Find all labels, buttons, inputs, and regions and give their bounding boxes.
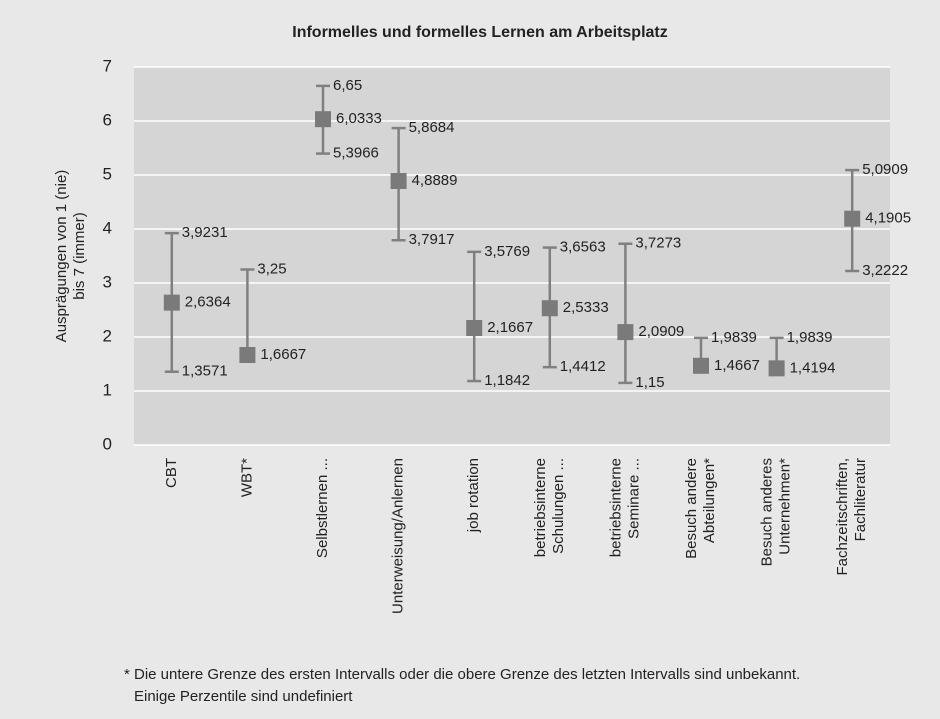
x-tick-label: Fachzeitschriften, Fachliteratur (834, 458, 869, 576)
high-label: 3,5769 (484, 243, 530, 260)
y-axis-label-line: Ausprägungen von 1 (nie) (53, 170, 70, 343)
marker (844, 210, 861, 227)
x-tick-label-line: Seminare ... (625, 458, 642, 539)
value-label: 2,0909 (638, 323, 684, 340)
high-label: 5,0909 (862, 161, 908, 178)
y-axis-label: Ausprägungen von 1 (nie) bis 7 (immer) (53, 170, 88, 343)
value-label: 4,1905 (865, 210, 911, 227)
x-tick-label: betriebsinterne Schulungen ... (532, 458, 567, 557)
marker (239, 346, 256, 363)
footnote: * Die untere Grenze des ersten Intervall… (124, 666, 800, 683)
value-label: 2,5333 (563, 299, 609, 316)
marker (768, 360, 785, 377)
low-label: 1,3571 (182, 363, 228, 380)
x-tick-label-line: Selbstlernen ... (314, 458, 331, 558)
x-tick-label-line: job rotation (465, 458, 482, 533)
y-tick-label: 0 (103, 434, 112, 453)
low-label: 3,7917 (409, 231, 455, 248)
high-label: 5,8684 (409, 119, 455, 136)
x-tick-label: Besuch anderes Unternehmen* (759, 458, 794, 567)
low-label: 1,1842 (484, 372, 530, 389)
value-label: 2,6364 (185, 294, 231, 311)
low-label: 3,2222 (862, 262, 908, 279)
x-tick-label-line: CBT (163, 458, 180, 488)
high-label: 3,9231 (182, 224, 228, 241)
low-label: 1,4412 (560, 358, 606, 375)
x-tick-label: betriebsinterne Seminare ... (607, 458, 642, 557)
x-tick-label: Unterweisung/Anlernen (390, 458, 407, 614)
x-tick-label: Besuch andere Abteilungen* (683, 458, 718, 559)
x-tick-label: WBT* (238, 458, 255, 497)
x-tick-label-line: Unternehmen* (777, 458, 794, 555)
low-label: 1,15 (635, 374, 664, 391)
x-tick-label-line: Abteilungen* (701, 458, 718, 543)
marker (693, 357, 709, 374)
value-label: 4,8889 (412, 172, 458, 189)
value-label: 1,6667 (260, 346, 306, 363)
high-label: 1,9839 (711, 329, 757, 346)
high-label: 3,6563 (560, 239, 606, 256)
low-label: 5,3966 (333, 145, 379, 162)
x-tick-label-line: betriebsinterne (532, 458, 549, 557)
y-tick-label: 1 (103, 380, 112, 399)
value-label: 1,4194 (790, 359, 836, 376)
x-tick-label-line: Fachliteratur (852, 458, 869, 541)
marker (163, 294, 180, 311)
y-tick-label: 2 (103, 326, 112, 345)
y-axis-label-line: bis 7 (immer) (71, 212, 88, 300)
x-tick-label-line: betriebsinterne (607, 458, 624, 557)
marker (617, 324, 634, 341)
x-tick-label: job rotation (465, 458, 482, 533)
x-tick-label-line: Schulungen ... (550, 458, 567, 554)
marker (315, 111, 331, 128)
y-tick-label: 5 (103, 164, 112, 183)
marker (466, 319, 483, 336)
high-label: 3,7273 (635, 235, 681, 252)
x-tick-label-line: Besuch andere (683, 458, 700, 559)
y-tick-label: 6 (103, 110, 112, 129)
x-tick-label: Selbstlernen ... (314, 458, 331, 558)
high-label: 1,9839 (787, 329, 833, 346)
y-tick-label: 7 (103, 56, 112, 75)
value-label: 6,0333 (336, 110, 382, 127)
value-label: 2,1667 (487, 319, 533, 336)
x-tick-label-line: WBT* (238, 458, 255, 497)
x-tick-label: CBT (163, 458, 180, 488)
value-label: 1,4667 (714, 357, 760, 374)
chart-title: Informelles und formelles Lernen am Arbe… (292, 24, 668, 41)
y-tick-label: 4 (103, 218, 112, 237)
high-label: 3,25 (257, 260, 286, 277)
high-label: 6,65 (333, 77, 362, 94)
x-tick-label-line: Unterweisung/Anlernen (390, 458, 407, 614)
footnote: Einige Perzentile sind undefiniert (134, 688, 353, 705)
x-tick-label-line: Fachzeitschriften, (834, 458, 851, 576)
marker (541, 300, 558, 317)
y-tick-label: 3 (103, 272, 112, 291)
marker (390, 172, 407, 189)
plot-area (134, 67, 890, 445)
x-tick-label-line: Besuch anderes (759, 458, 776, 566)
